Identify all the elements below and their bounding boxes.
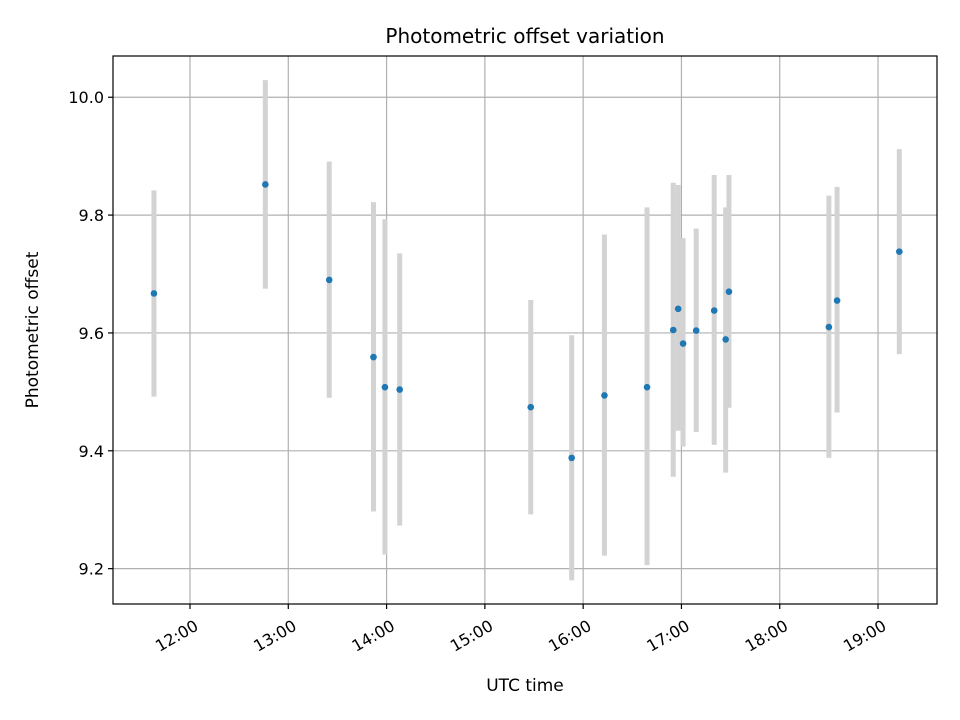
data-point	[527, 403, 535, 411]
data-point	[710, 307, 718, 314]
data-point	[725, 288, 733, 295]
y-tick-label: 10.0	[68, 88, 104, 107]
data-point	[679, 340, 687, 347]
data-point	[150, 290, 158, 297]
chart-title: Photometric offset variation	[385, 24, 664, 48]
data-point	[396, 386, 403, 393]
y-tick-label: 9.8	[79, 206, 104, 225]
data-point	[692, 327, 700, 334]
y-tick-label: 9.4	[79, 442, 104, 461]
data-point	[722, 336, 729, 343]
data-point	[669, 326, 677, 334]
y-axis-label: Photometric offset	[23, 251, 43, 408]
data-point	[643, 383, 651, 391]
y-tick-label: 9.6	[79, 324, 104, 343]
data-point	[325, 276, 333, 284]
data-point	[601, 392, 608, 399]
data-point	[381, 383, 389, 391]
data-point	[833, 297, 841, 304]
y-axis: 9.2 9.4 9.6 9.8 10.0	[68, 88, 113, 579]
data-point	[262, 181, 269, 188]
data-point	[674, 305, 682, 313]
data-point	[825, 323, 833, 331]
data-point	[568, 454, 575, 462]
data-point	[896, 248, 903, 255]
y-tick-label: 9.2	[79, 560, 104, 579]
data-point	[370, 353, 377, 361]
x-axis-label: UTC time	[486, 676, 564, 696]
data-points	[150, 181, 903, 462]
plot-frame	[112, 55, 938, 605]
